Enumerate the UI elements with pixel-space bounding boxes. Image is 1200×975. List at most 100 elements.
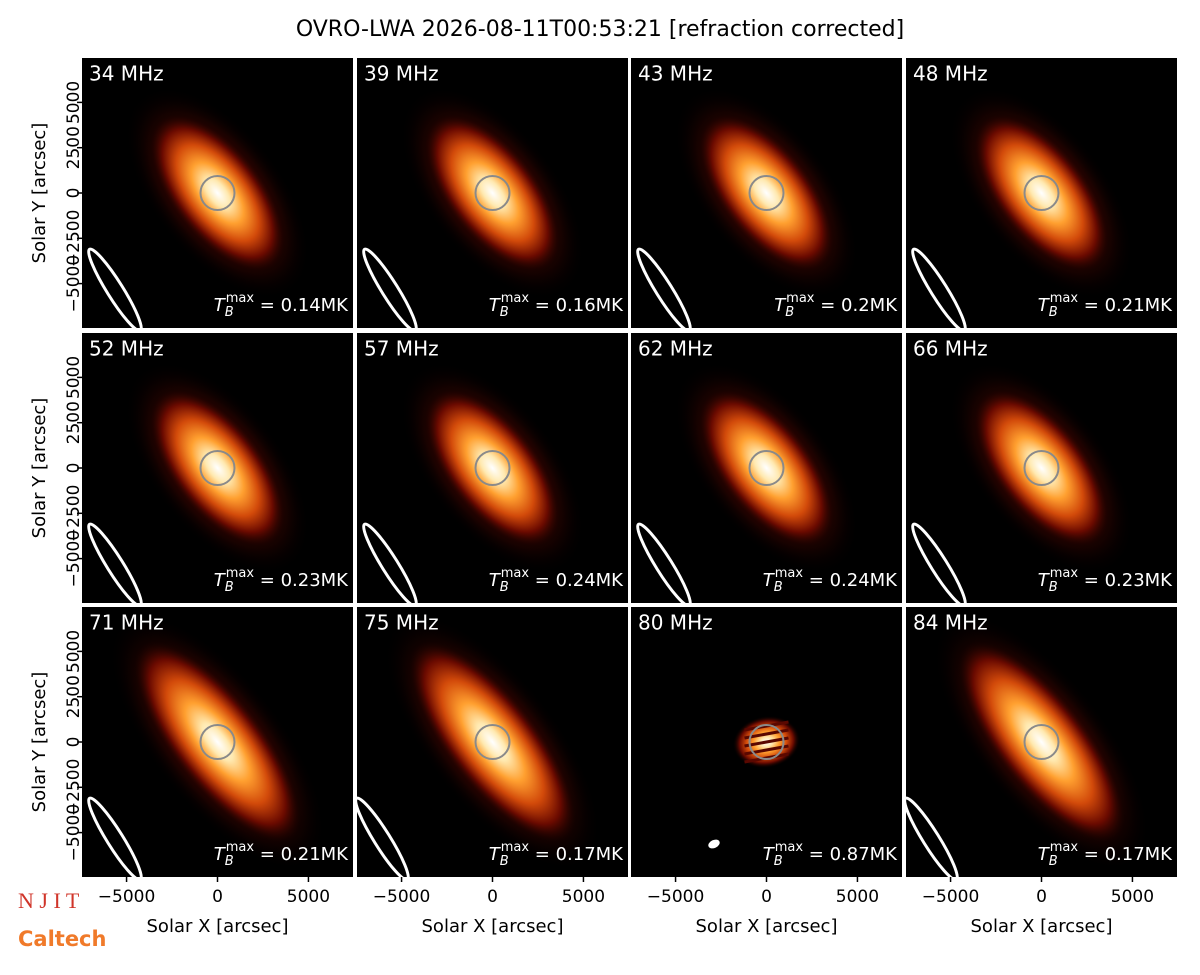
- tb-value: 0.14MK: [281, 295, 350, 316]
- tb-eq: =: [803, 844, 830, 865]
- panel-label: 62 MHz: [638, 337, 713, 361]
- tb-symbol: T: [774, 295, 787, 316]
- fringe: [744, 736, 789, 748]
- emission: [148, 387, 287, 549]
- panel-label: 43 MHz: [638, 62, 713, 86]
- beam: [362, 247, 418, 328]
- y-tick-label: 5000: [64, 630, 84, 673]
- x-tick-label: 5000: [1111, 887, 1154, 907]
- tb-value: 0.23MK: [281, 570, 350, 591]
- y-tick-label: 0: [64, 188, 84, 199]
- tb-symbol: T: [1038, 295, 1051, 316]
- beam: [636, 522, 692, 603]
- x-tick-label: 5000: [836, 887, 879, 907]
- y-tick-label: −5000: [64, 804, 84, 862]
- tb-sup: max: [501, 566, 530, 581]
- tb-value: 0.24MK: [830, 570, 899, 591]
- tb-eq: =: [1078, 844, 1105, 865]
- x-axis-label: Solar X [arcsec]: [696, 916, 838, 937]
- tb-sup: max: [501, 840, 530, 855]
- panel-label: 39 MHz: [364, 62, 439, 86]
- tb-sup: max: [501, 291, 530, 306]
- y-tick-label: −2500: [64, 210, 84, 268]
- tb-max-label: TBmax = 0.23MK: [214, 566, 349, 595]
- x-axis-label: Solar X [arcsec]: [422, 916, 564, 937]
- panel-label: 34 MHz: [89, 62, 164, 86]
- beam: [357, 796, 410, 877]
- tb-max-label: TBmax = 0.24MK: [763, 566, 898, 595]
- panel: [906, 58, 1177, 328]
- beam: [708, 839, 720, 849]
- panel-label: 84 MHz: [913, 611, 988, 635]
- tb-sub: B: [1049, 854, 1058, 869]
- y-axis-label: Solar Y [arcsec]: [29, 672, 50, 813]
- emission: [423, 112, 562, 274]
- figure-title: OVRO-LWA 2026-08-11T00:53:21 [refraction…: [296, 17, 904, 42]
- tb-sup: max: [226, 291, 255, 306]
- y-tick-label: 5000: [64, 356, 84, 399]
- tb-max-label: TBmax = 0.16MK: [489, 291, 624, 320]
- tb-value: 0.17MK: [1105, 844, 1174, 865]
- x-axis-label: Solar X [arcsec]: [971, 916, 1113, 937]
- y-tick-label: 2500: [64, 126, 84, 169]
- tb-value: 0.87MK: [830, 844, 899, 865]
- tb-value: 0.24MK: [556, 570, 625, 591]
- tb-symbol: T: [489, 844, 502, 865]
- emission: [423, 387, 562, 549]
- logo-njit: N J I T: [18, 888, 80, 913]
- x-tick-label: −5000: [922, 887, 980, 907]
- tb-symbol: T: [763, 844, 776, 865]
- panel-label: 57 MHz: [364, 337, 439, 361]
- beam: [362, 522, 418, 603]
- y-tick-label: 5000: [64, 81, 84, 124]
- tb-max-label: TBmax = 0.87MK: [763, 840, 898, 869]
- tb-value: 0.23MK: [1105, 570, 1174, 591]
- beam: [87, 247, 143, 328]
- tb-symbol: T: [489, 570, 502, 591]
- emission: [132, 639, 303, 845]
- emission: [956, 639, 1127, 845]
- tb-eq: =: [1078, 295, 1105, 316]
- tb-eq: =: [254, 844, 281, 865]
- solar-disk: [748, 175, 785, 211]
- tb-max-label: TBmax = 0.17MK: [489, 840, 624, 869]
- panel: [357, 607, 628, 877]
- tb-symbol: T: [214, 844, 227, 865]
- panel: [631, 58, 902, 328]
- solar-disk: [1023, 450, 1060, 486]
- solar-disk: [748, 450, 785, 486]
- solar-disk: [474, 450, 511, 486]
- panel: [631, 333, 902, 603]
- emission: [407, 639, 578, 845]
- solar-disk: [474, 724, 511, 760]
- y-tick-label: 2500: [64, 675, 84, 718]
- tb-sub: B: [500, 580, 509, 595]
- tb-sup: max: [1050, 566, 1079, 581]
- solar-disk: [199, 175, 236, 211]
- logo-caltech: Caltech: [18, 927, 106, 951]
- panel: [82, 333, 353, 603]
- tb-eq: =: [254, 295, 281, 316]
- panel: [631, 607, 902, 877]
- tb-max-label: TBmax = 0.21MK: [1038, 291, 1173, 320]
- fringe: [744, 744, 789, 756]
- tb-eq: =: [529, 570, 556, 591]
- beam: [911, 247, 967, 328]
- tb-sub: B: [1049, 305, 1058, 320]
- y-tick-label: −2500: [64, 485, 84, 543]
- tb-sup: max: [775, 566, 804, 581]
- tb-sub: B: [785, 305, 794, 320]
- emission: [148, 112, 287, 274]
- tb-value: 0.2MK: [841, 295, 898, 316]
- tb-sup: max: [1050, 840, 1079, 855]
- tb-eq: =: [529, 295, 556, 316]
- tb-sup: max: [786, 291, 815, 306]
- tb-max-label: TBmax = 0.2MK: [774, 291, 898, 320]
- emission: [697, 387, 836, 549]
- tb-symbol: T: [214, 570, 227, 591]
- panel: [357, 333, 628, 603]
- panel-label: 71 MHz: [89, 611, 164, 635]
- x-tick-label: 5000: [287, 887, 330, 907]
- tb-sub: B: [225, 580, 234, 595]
